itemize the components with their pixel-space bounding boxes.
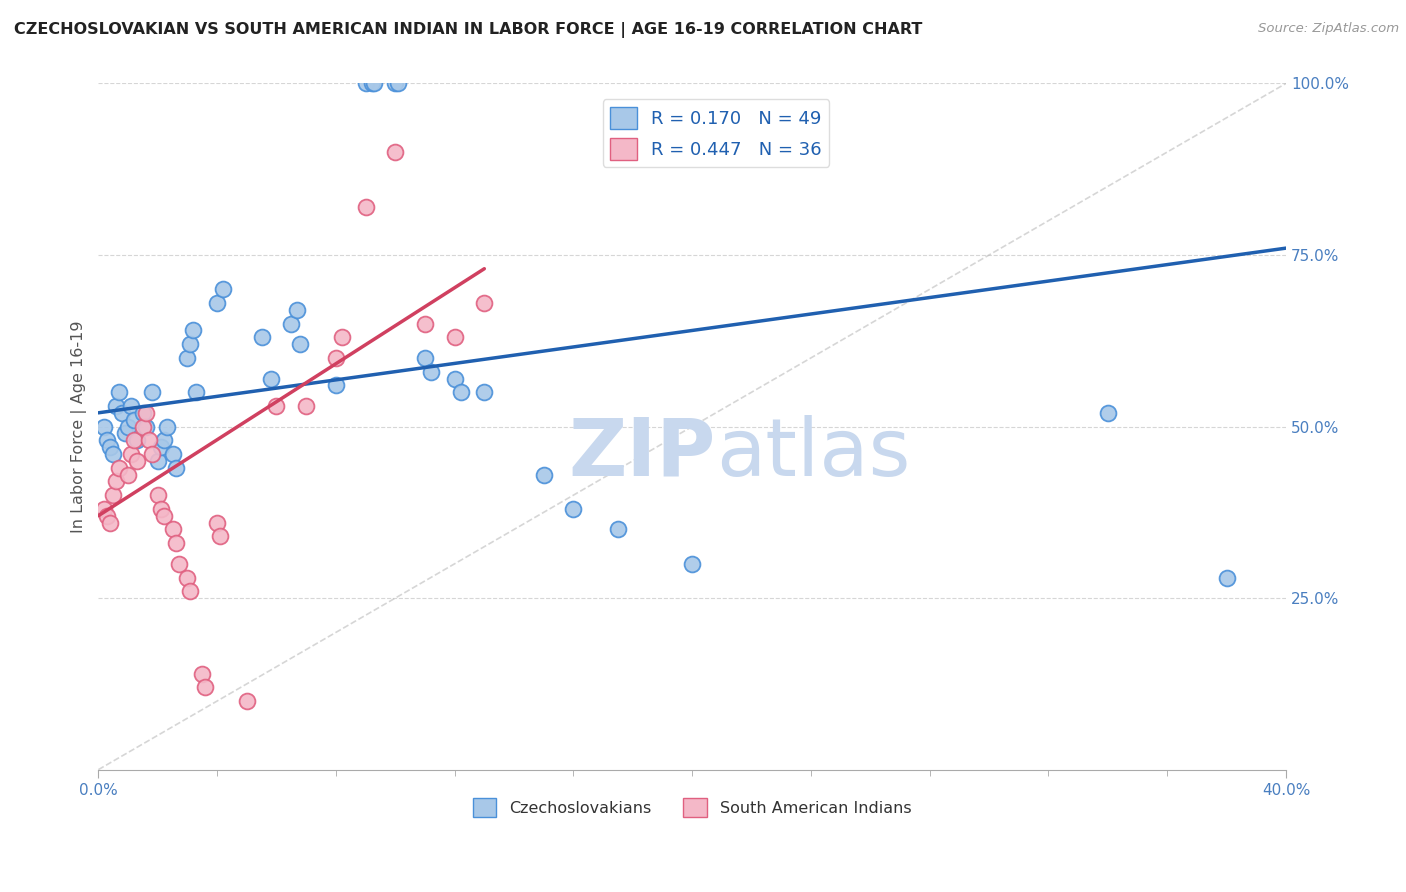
Point: [96, 434, 118, 448]
Point: [450, 385, 472, 400]
Point: [384, 145, 406, 159]
Point: [117, 467, 139, 482]
Point: [108, 385, 131, 400]
Point: [290, 337, 312, 351]
Point: [285, 302, 308, 317]
Point: [325, 378, 347, 392]
Point: [413, 351, 436, 365]
Point: [120, 447, 142, 461]
Point: [103, 447, 125, 461]
Point: [194, 681, 217, 695]
Point: [681, 557, 703, 571]
Point: [138, 434, 160, 448]
Point: [472, 296, 495, 310]
Point: [176, 351, 198, 365]
Point: [114, 426, 136, 441]
Point: [330, 330, 353, 344]
Text: Source: ZipAtlas.com: Source: ZipAtlas.com: [1258, 22, 1399, 36]
Point: [259, 371, 281, 385]
Point: [325, 351, 347, 365]
Point: [186, 385, 208, 400]
Point: [236, 694, 259, 708]
Point: [280, 317, 302, 331]
Point: [93, 502, 115, 516]
Point: [165, 460, 187, 475]
Point: [162, 523, 184, 537]
Point: [472, 385, 495, 400]
Point: [105, 475, 128, 489]
Point: [176, 570, 198, 584]
Point: [111, 406, 134, 420]
Point: [132, 406, 155, 420]
Point: [191, 666, 214, 681]
Point: [141, 385, 163, 400]
Point: [384, 77, 406, 91]
Point: [360, 77, 382, 91]
Text: CZECHOSLOVAKIAN VS SOUTH AMERICAN INDIAN IN LABOR FORCE | AGE 16-19 CORRELATION : CZECHOSLOVAKIAN VS SOUTH AMERICAN INDIAN…: [14, 22, 922, 38]
Text: atlas: atlas: [716, 415, 910, 493]
Point: [141, 447, 163, 461]
Text: ZIP: ZIP: [568, 415, 716, 493]
Point: [125, 434, 148, 448]
Point: [105, 399, 128, 413]
Point: [209, 529, 232, 543]
Point: [363, 77, 385, 91]
Point: [419, 365, 441, 379]
Point: [205, 516, 228, 530]
Point: [354, 77, 377, 91]
Point: [443, 330, 465, 344]
Point: [183, 323, 205, 337]
Point: [98, 516, 121, 530]
Point: [266, 399, 288, 413]
Point: [96, 508, 118, 523]
Point: [162, 447, 184, 461]
Point: [295, 399, 318, 413]
Point: [179, 584, 201, 599]
Point: [1097, 406, 1119, 420]
Point: [165, 536, 187, 550]
Point: [103, 488, 125, 502]
Point: [562, 502, 585, 516]
Point: [354, 200, 377, 214]
Point: [152, 434, 174, 448]
Point: [149, 502, 172, 516]
Point: [212, 282, 235, 296]
Point: [1215, 570, 1237, 584]
Point: [152, 508, 174, 523]
Point: [93, 419, 115, 434]
Point: [146, 454, 169, 468]
Point: [122, 434, 145, 448]
Point: [413, 317, 436, 331]
Point: [205, 296, 228, 310]
Point: [533, 467, 555, 482]
Point: [146, 488, 169, 502]
Point: [387, 77, 409, 91]
Point: [135, 406, 157, 420]
Point: [122, 412, 145, 426]
Point: [443, 371, 465, 385]
Point: [135, 419, 157, 434]
Point: [149, 440, 172, 454]
Point: [120, 399, 142, 413]
Point: [156, 419, 179, 434]
Point: [108, 460, 131, 475]
Point: [98, 440, 121, 454]
Point: [179, 337, 201, 351]
Point: [606, 523, 628, 537]
Point: [132, 419, 155, 434]
Point: [117, 419, 139, 434]
Y-axis label: In Labor Force | Age 16-19: In Labor Force | Age 16-19: [72, 320, 87, 533]
Point: [167, 557, 190, 571]
Point: [125, 454, 148, 468]
Legend: Czechoslovakians, South American Indians: Czechoslovakians, South American Indians: [467, 791, 918, 823]
Point: [250, 330, 273, 344]
